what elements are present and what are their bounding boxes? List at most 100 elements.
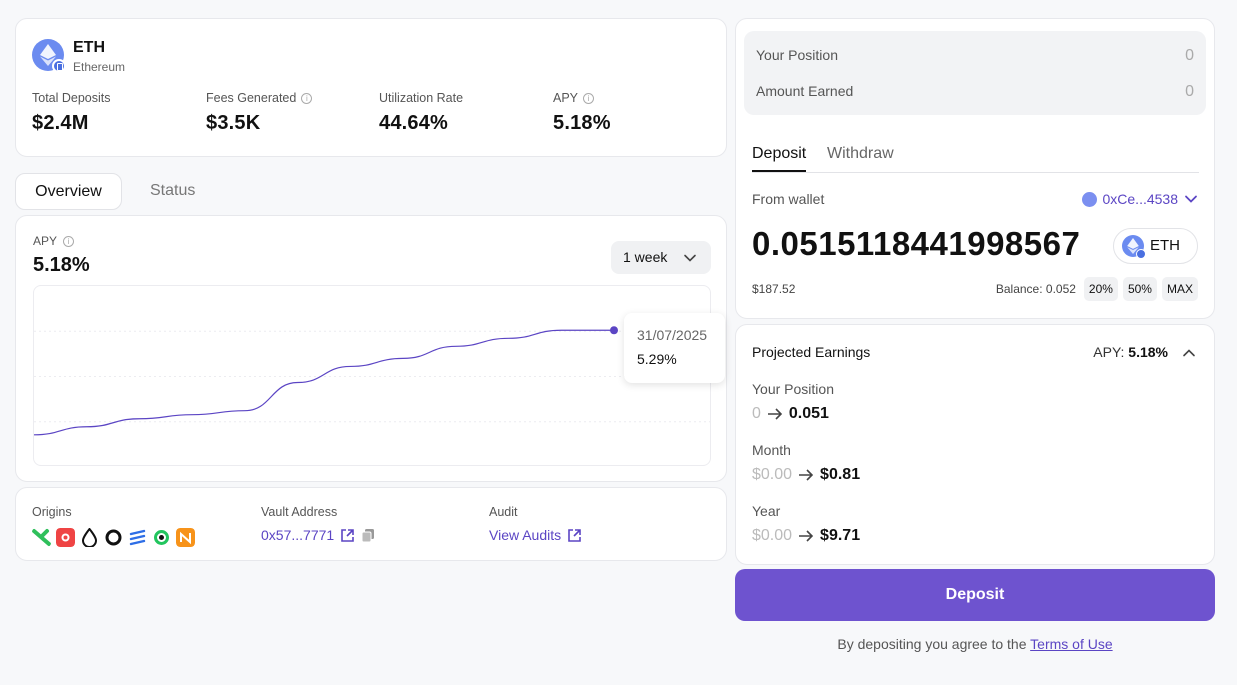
stat-label: Total Deposits <box>32 91 111 105</box>
projected-row-month: Month $0.00 $0.81 <box>752 442 860 484</box>
max-button[interactable]: MAX <box>1161 277 1198 301</box>
projected-from-value: $0.00 <box>752 527 793 544</box>
copy-icon[interactable] <box>361 528 376 543</box>
stat-utilization-rate: Utilization Rate 44.64% <box>379 91 463 135</box>
deposit-button[interactable]: Deposit <box>735 569 1215 621</box>
origin-ring-icon[interactable] <box>104 528 123 547</box>
stat-total-deposits: Total Deposits $2.4M <box>32 91 111 135</box>
chevron-down-icon <box>684 254 696 262</box>
stat-value: 44.64% <box>379 112 449 134</box>
terms-of-use-link[interactable]: Terms of Use <box>1030 636 1113 652</box>
stat-label: Fees Generated <box>206 91 297 105</box>
projected-row-label: Your Position <box>752 381 834 397</box>
info-icon[interactable]: i <box>583 92 595 104</box>
projected-apy-value: 5.18% <box>1128 344 1168 360</box>
asset-symbol: ETH <box>73 39 105 56</box>
chart-tooltip: 31/07/2025 5.29% <box>624 313 725 383</box>
view-audits-text: View Audits <box>489 527 562 543</box>
vault-info-card: Origins Vault Address 0x57...7771 Audit … <box>15 487 727 561</box>
projected-apy: APY: 5.18% <box>1093 344 1168 360</box>
projected-row-position: Your Position 0 0.051 <box>752 381 834 423</box>
arrow-right-icon <box>767 408 783 420</box>
chart-series-line <box>34 329 614 436</box>
stat-label: APY <box>553 91 579 105</box>
arrow-right-icon <box>799 469 814 481</box>
ethereum-icon <box>1122 235 1146 259</box>
tab-status[interactable]: Status <box>150 182 196 199</box>
wallet-address: 0xCe...4538 <box>1102 191 1179 207</box>
projected-row-label: Month <box>752 442 791 458</box>
tooltip-date: 31/07/2025 <box>637 327 708 343</box>
chart-apy-value: 5.18% <box>33 254 90 276</box>
tab-overview[interactable]: Overview <box>15 173 122 210</box>
origin-drop-icon[interactable] <box>80 528 99 547</box>
from-wallet-label: From wallet <box>752 191 825 207</box>
projected-earnings-title: Projected Earnings <box>752 344 871 360</box>
your-position-label: Your Position <box>756 47 838 63</box>
chart-label: APY <box>33 234 58 248</box>
period-select-value: 1 week <box>623 249 668 265</box>
origins-icons <box>32 528 195 547</box>
external-link-icon[interactable] <box>340 528 355 543</box>
asset-summary-card: ETH Ethereum Total Deposits $2.4M Fees G… <box>15 18 727 157</box>
usd-value: $187.52 <box>752 282 796 296</box>
origin-orange-icon[interactable] <box>176 528 195 547</box>
info-icon[interactable]: i <box>301 92 313 104</box>
projected-row-year: Year $0.00 $9.71 <box>752 503 860 545</box>
view-audits-link[interactable]: View Audits <box>489 527 582 543</box>
deposit-card: Your Position 0 Amount Earned 0 Deposit … <box>735 18 1215 319</box>
token-select[interactable]: ETH <box>1113 228 1198 264</box>
asset-name: Ethereum <box>73 60 126 74</box>
ethereum-icon <box>32 39 66 73</box>
period-select[interactable]: 1 week <box>611 241 711 274</box>
chevron-down-icon <box>1185 195 1197 203</box>
vault-address-label: Vault Address <box>261 505 338 519</box>
chevron-up-icon[interactable] <box>1182 346 1196 360</box>
tab-withdraw[interactable]: Withdraw <box>827 145 894 162</box>
apy-chart-card: APY i 5.18% 1 week 31/07/2025 5.29% <box>15 215 727 482</box>
your-position-value: 0 <box>1185 47 1194 64</box>
position-summary: Your Position 0 Amount Earned 0 <box>744 31 1206 115</box>
origin-blue-lines-icon[interactable] <box>128 528 147 547</box>
amount-earned-label: Amount Earned <box>756 83 854 99</box>
pct-50-button[interactable]: 50% <box>1122 277 1157 301</box>
line-chart[interactable] <box>33 285 711 466</box>
terms-prefix: By depositing you agree to the <box>837 636 1027 652</box>
origin-red-icon[interactable] <box>56 528 75 547</box>
origin-green-x-icon[interactable] <box>32 528 51 547</box>
line-chart-svg <box>34 326 710 436</box>
vault-address-section: Vault Address 0x57...7771 <box>261 505 376 543</box>
projected-to-value: $9.71 <box>820 527 861 544</box>
external-link-icon <box>568 528 581 542</box>
stat-value: $2.4M <box>32 112 89 134</box>
arrow-right-icon <box>799 530 814 542</box>
balance-text: Balance: 0.052 <box>995 282 1076 296</box>
projected-apy-label: APY: <box>1093 344 1125 360</box>
pct-20-button[interactable]: 20% <box>1083 277 1118 301</box>
terms-notice: By depositing you agree to the Terms of … <box>735 636 1215 652</box>
wallet-avatar-icon <box>1081 191 1097 207</box>
tab-deposit[interactable]: Deposit <box>752 145 807 172</box>
chart-hover-point[interactable] <box>610 326 618 335</box>
chain-badge-icon <box>52 59 66 73</box>
projected-to-value: 0.051 <box>788 405 829 422</box>
origins-section: Origins <box>32 505 195 547</box>
stat-label: Utilization Rate <box>379 91 464 105</box>
token-symbol: ETH <box>1150 237 1180 254</box>
wallet-select[interactable]: 0xCe...4538 <box>1081 191 1199 207</box>
info-icon[interactable]: i <box>63 235 75 247</box>
vault-address-link[interactable]: 0x57...7771 <box>261 527 335 543</box>
audit-section: Audit View Audits <box>489 505 582 543</box>
projected-from-value: $0.00 <box>752 466 793 483</box>
projected-row-label: Year <box>752 503 781 519</box>
balance-row: Balance: 0.052 20% 50% MAX <box>996 277 1198 301</box>
origin-green-circle-icon[interactable] <box>152 528 171 547</box>
tooltip-value: 5.29% <box>637 351 677 367</box>
stat-fees-generated: Fees Generated i $3.5K <box>206 91 313 135</box>
projected-earnings-card: Projected Earnings APY: 5.18% Your Posit… <box>735 324 1215 565</box>
projected-from-value: 0 <box>752 405 761 422</box>
amount-input[interactable]: 0.0515118441998567 <box>752 225 1081 262</box>
stat-value: $3.5K <box>206 112 261 134</box>
amount-earned-value: 0 <box>1185 83 1194 100</box>
origins-label: Origins <box>32 505 72 519</box>
